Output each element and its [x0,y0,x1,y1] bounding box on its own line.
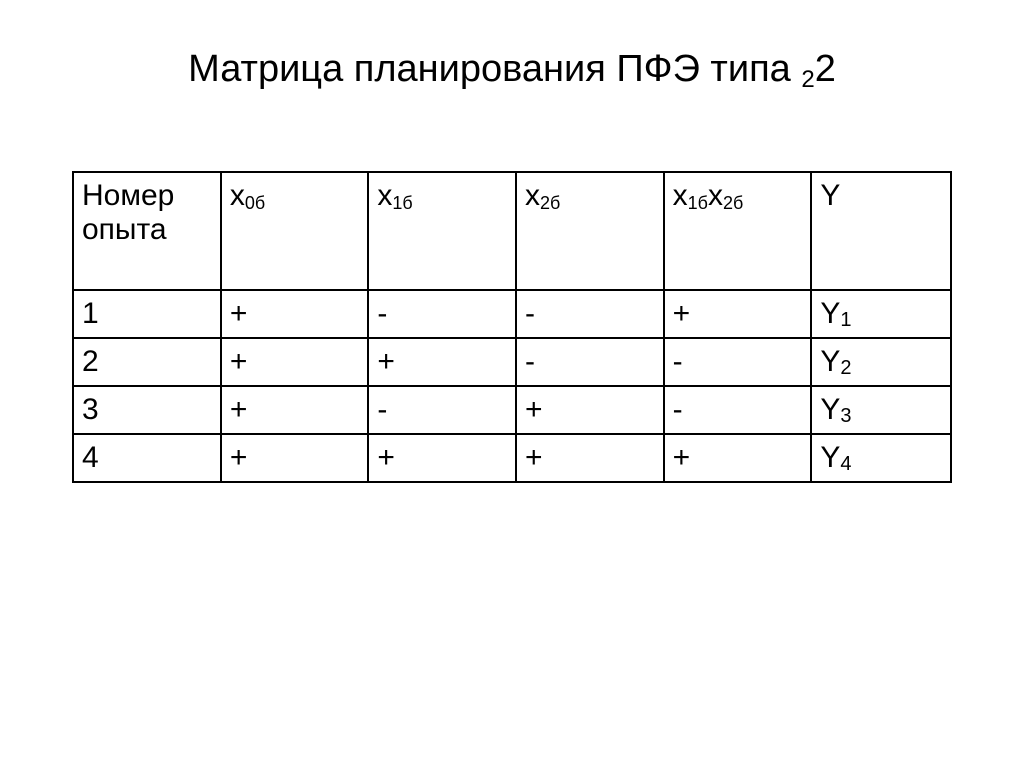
cell-x0: + [221,338,369,386]
col-header-x1x2-main2: x [708,179,723,212]
title-suffix: 2 [815,48,836,90]
col-header-x1: x1б [368,172,516,290]
cell-y-main: Y [820,441,840,474]
cell-x1: - [368,386,516,434]
cell-x1: + [368,434,516,482]
cell-y-main: Y [820,297,840,330]
col-header-x1-sub: 1б [392,193,412,213]
cell-y-sub: 1 [840,309,851,331]
col-header-x1x2-sub1: 1б [688,193,708,213]
cell-x1x2: + [664,290,812,338]
cell-y-main: Y [820,345,840,378]
cell-y: Y3 [811,386,951,434]
planning-matrix-table: Номер опыта x0б x1б x2б x1бx2б Y [72,171,952,483]
col-header-y-text: Y [820,179,840,212]
cell-num: 2 [73,338,221,386]
col-header-x1x2-sub2: 2б [723,193,743,213]
col-header-x0-main: x [230,179,245,212]
col-header-number-text: Номер опыта [82,179,174,246]
cell-y: Y4 [811,434,951,482]
col-header-x0: x0б [221,172,369,290]
title-prefix: Матрица планирования ПФЭ типа [188,48,801,90]
cell-x1x2: - [664,338,812,386]
table-header-row: Номер опыта x0б x1б x2б x1бx2б Y [73,172,951,290]
col-header-number: Номер опыта [73,172,221,290]
table-row: 2 + + - - Y2 [73,338,951,386]
table-row: 4 + + + + Y4 [73,434,951,482]
col-header-x2: x2б [516,172,664,290]
cell-x2: + [516,386,664,434]
cell-x0: + [221,290,369,338]
cell-x2: + [516,434,664,482]
cell-x1x2: - [664,386,812,434]
cell-y: Y1 [811,290,951,338]
title-subscript: 2 [801,66,814,93]
cell-x1: - [368,290,516,338]
cell-num: 1 [73,290,221,338]
col-header-x1x2: x1бx2б [664,172,812,290]
cell-x1x2: + [664,434,812,482]
col-header-x2-main: x [525,179,540,212]
cell-num: 4 [73,434,221,482]
cell-num: 3 [73,386,221,434]
table-row: 3 + - + - Y3 [73,386,951,434]
cell-y-main: Y [820,393,840,426]
cell-x2: - [516,338,664,386]
col-header-x0-sub: 0б [245,193,265,213]
col-header-y: Y [811,172,951,290]
col-header-x1x2-main1: x [673,179,688,212]
cell-y-sub: 3 [840,405,851,427]
cell-x0: + [221,434,369,482]
table-row: 1 + - - + Y1 [73,290,951,338]
cell-x2: - [516,290,664,338]
col-header-x1-main: x [377,179,392,212]
cell-y-sub: 4 [840,453,851,475]
cell-y: Y2 [811,338,951,386]
page-title: Матрица планирования ПФЭ типа 22 [0,48,1024,91]
col-header-x2-sub: 2б [540,193,560,213]
cell-x0: + [221,386,369,434]
cell-x1: + [368,338,516,386]
cell-y-sub: 2 [840,357,851,379]
